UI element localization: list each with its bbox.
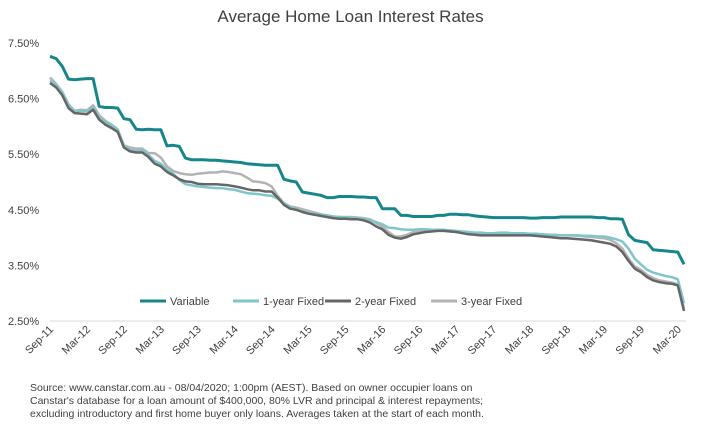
x-tick-label: Sep-13 (170, 324, 204, 358)
y-tick-label: 2.50% (8, 316, 39, 328)
series-line-1-year-fixed (49, 79, 686, 304)
source-note: Source: www.canstar.com.au - 08/04/2020;… (30, 382, 690, 421)
x-tick-label: Mar-16 (355, 324, 388, 357)
line-chart: 7.50%6.50%5.50%4.50%3.50%2.50% Sep-11 Mar… (8, 38, 686, 358)
x-tick-label: Mar-12 (60, 324, 93, 357)
source-note-line: Canstar's database for a loan amount of … (30, 395, 483, 407)
x-tick-label: Sep-12 (96, 324, 130, 358)
y-tick-label: 7.50% (8, 38, 39, 50)
x-tick-label: Sep-14 (244, 324, 278, 358)
y-tick-label: 3.50% (8, 260, 39, 272)
y-tick-label: 5.50% (8, 149, 39, 161)
x-tick-label: Mar-14 (208, 324, 241, 357)
series-line-2-year-fixed (49, 81, 686, 312)
x-tick-label: Mar-19 (577, 324, 610, 357)
legend-label: 1-year Fixed (263, 296, 324, 308)
x-tick-label: Sep-19 (613, 324, 647, 358)
source-note-line: excluding introductory and first home bu… (30, 408, 484, 420)
x-tick-label: Mar-15 (282, 324, 315, 357)
series-lines (49, 54, 686, 312)
x-tick-label: Sep-16 (392, 324, 426, 358)
x-tick-label: Mar-17 (429, 324, 462, 357)
chart-title: Average Home Loan Interest Rates (217, 7, 484, 26)
source-note-line: Source: www.canstar.com.au - 08/04/2020;… (30, 382, 473, 394)
x-tick-label: Mar-20 (651, 324, 684, 357)
x-axis: Sep-11 Mar-12 Sep-12 Mar-13 Sep-13 Mar-14 Sep-… (23, 324, 684, 358)
x-tick-label: Mar-18 (503, 324, 536, 357)
legend-label: 3-year Fixed (461, 296, 522, 308)
legend-label: 2-year Fixed (355, 296, 416, 308)
legend-label: Variable (170, 296, 210, 308)
x-tick-label: Sep-11 (23, 324, 56, 357)
y-tick-label: 4.50% (8, 205, 39, 217)
series-line-3-year-fixed (49, 76, 686, 310)
x-tick-label: Sep-17 (466, 324, 500, 358)
x-tick-label: Sep-18 (540, 324, 574, 358)
x-tick-label: Sep-15 (318, 324, 352, 358)
y-axis: 7.50% 6.50% 5.50% 4.50% 3.50% 2.50% (8, 38, 39, 328)
y-tick-label: 6.50% (8, 94, 39, 106)
legend: Variable 1-year Fixed 2-year Fixed 3-year F… (140, 296, 522, 308)
x-tick-label: Mar-13 (134, 324, 167, 357)
series-line-variable (49, 54, 686, 265)
